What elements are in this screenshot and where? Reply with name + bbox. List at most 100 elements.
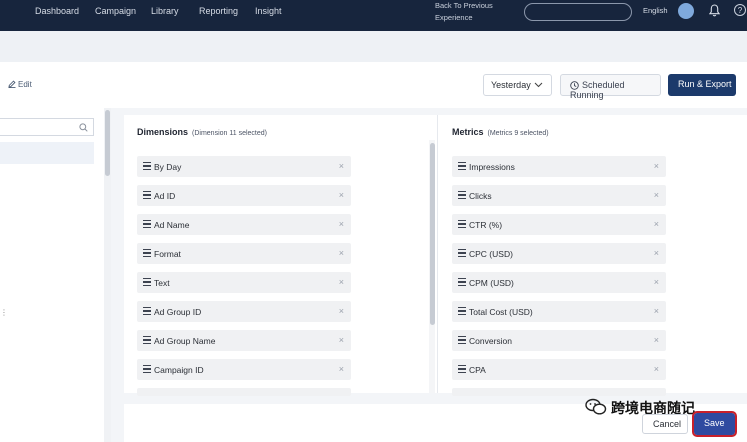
column-divider bbox=[437, 115, 438, 393]
global-search-input[interactable] bbox=[524, 3, 632, 21]
drag-handle-icon[interactable] bbox=[458, 249, 466, 258]
remove-icon[interactable]: × bbox=[338, 335, 344, 345]
back-to-previous-link[interactable]: Back To Previous Experience bbox=[435, 1, 493, 22]
avatar[interactable] bbox=[678, 3, 694, 19]
left-partial-icon: ⋮ bbox=[0, 308, 8, 317]
language-selector[interactable]: English bbox=[643, 6, 668, 15]
drag-handle-icon[interactable] bbox=[143, 191, 151, 200]
top-nav: Dashboard Campaign Library Reporting Ins… bbox=[0, 0, 747, 31]
drag-handle-icon[interactable] bbox=[143, 336, 151, 345]
dimension-chip[interactable]: By Day × bbox=[137, 156, 351, 177]
nav-reporting[interactable]: Reporting bbox=[199, 6, 239, 16]
drag-handle-icon[interactable] bbox=[143, 365, 151, 374]
dimension-scroll-thumb[interactable] bbox=[429, 143, 435, 325]
dimension-chip[interactable]: Ad Name × bbox=[137, 214, 351, 235]
metric-label: Impressions bbox=[469, 162, 515, 172]
dimension-chip[interactable]: Text × bbox=[137, 272, 351, 293]
run-export-button[interactable]: Run & Export bbox=[668, 74, 736, 96]
metric-label: CTR (%) bbox=[469, 220, 503, 230]
metric-chip[interactable]: Conversion × bbox=[452, 330, 666, 351]
drag-handle-icon[interactable] bbox=[458, 191, 466, 200]
remove-icon[interactable]: × bbox=[338, 364, 344, 374]
remove-icon[interactable]: × bbox=[653, 248, 659, 258]
dimension-label: Text bbox=[154, 278, 170, 288]
metric-chip[interactable]: CPC (USD) × bbox=[452, 243, 666, 264]
metric-chip[interactable]: Clicks × bbox=[452, 185, 666, 206]
date-range-select[interactable]: Yesterday bbox=[483, 74, 552, 96]
nav-insight[interactable]: Insight bbox=[255, 6, 282, 16]
left-scrollbar[interactable] bbox=[104, 108, 111, 442]
remove-icon[interactable]: × bbox=[653, 219, 659, 229]
dimension-chip[interactable]: Campaign ID × bbox=[137, 359, 351, 380]
metric-label: CPM (USD) bbox=[469, 278, 514, 288]
metrics-title: Metrics (Metrics 9 selected) bbox=[452, 127, 549, 137]
drag-handle-icon[interactable] bbox=[458, 162, 466, 171]
drag-handle-icon[interactable] bbox=[143, 162, 151, 171]
dimension-chip[interactable]: Ad Group ID × bbox=[137, 301, 351, 322]
dimension-chip[interactable]: Format × bbox=[137, 243, 351, 264]
save-button[interactable]: Save bbox=[692, 411, 737, 437]
chevron-down-icon bbox=[534, 82, 543, 88]
remove-icon[interactable]: × bbox=[338, 277, 344, 287]
remove-icon[interactable]: × bbox=[338, 306, 344, 316]
nav-library[interactable]: Library bbox=[151, 6, 179, 16]
watermark: 跨境电商随记 bbox=[585, 398, 695, 418]
remove-icon[interactable]: × bbox=[653, 335, 659, 345]
dimension-label: Format bbox=[154, 249, 181, 259]
cancel-button[interactable]: Cancel bbox=[642, 414, 688, 434]
dimension-label: Ad Name bbox=[154, 220, 190, 230]
metric-chip[interactable]: Total Cost (USD) × bbox=[452, 301, 666, 322]
edit-link[interactable]: Edit bbox=[8, 80, 32, 89]
drag-handle-icon[interactable] bbox=[143, 278, 151, 287]
metric-label: Conversion bbox=[469, 336, 512, 346]
drag-handle-icon[interactable] bbox=[458, 278, 466, 287]
drag-handle-icon[interactable] bbox=[143, 307, 151, 316]
drag-handle-icon[interactable] bbox=[458, 365, 466, 374]
remove-icon[interactable]: × bbox=[338, 219, 344, 229]
dimension-label: By Day bbox=[154, 162, 182, 172]
dimension-chip[interactable]: Ad Group Name × bbox=[137, 330, 351, 351]
remove-icon[interactable]: × bbox=[653, 364, 659, 374]
drag-handle-icon[interactable] bbox=[458, 336, 466, 345]
left-scroll-thumb[interactable] bbox=[105, 110, 110, 176]
remove-icon[interactable]: × bbox=[338, 248, 344, 258]
drag-handle-icon[interactable] bbox=[143, 220, 151, 229]
metric-chip[interactable]: CPA × bbox=[452, 359, 666, 380]
drag-handle-icon[interactable] bbox=[143, 249, 151, 258]
dimension-scrollbar[interactable] bbox=[429, 140, 435, 393]
drag-handle-icon[interactable] bbox=[458, 307, 466, 316]
remove-icon[interactable]: × bbox=[338, 190, 344, 200]
field-search-input[interactable] bbox=[0, 118, 94, 136]
remove-icon[interactable]: × bbox=[653, 277, 659, 287]
remove-icon[interactable]: × bbox=[653, 190, 659, 200]
metric-label: CPC (USD) bbox=[469, 249, 513, 259]
dimension-label: Ad Group Name bbox=[154, 336, 216, 346]
help-icon[interactable]: ? bbox=[734, 4, 746, 16]
nav-campaign[interactable]: Campaign bbox=[95, 6, 137, 16]
nav-dashboard[interactable]: Dashboard bbox=[35, 6, 80, 16]
dimension-chip[interactable]: Ad ID × bbox=[137, 185, 351, 206]
dimension-label: Campaign ID bbox=[154, 365, 204, 375]
sub-bar bbox=[0, 31, 747, 62]
search-icon bbox=[79, 123, 88, 132]
clock-icon bbox=[570, 81, 579, 90]
remove-icon[interactable]: × bbox=[653, 161, 659, 171]
scheduled-running-button[interactable]: Scheduled Running bbox=[560, 74, 661, 100]
remove-icon[interactable]: × bbox=[338, 161, 344, 171]
dimension-chip-partial bbox=[137, 388, 351, 396]
wechat-logo-icon bbox=[585, 398, 607, 415]
metric-chip-partial bbox=[452, 388, 666, 396]
drag-handle-icon[interactable] bbox=[458, 220, 466, 229]
metric-label: Clicks bbox=[469, 191, 492, 201]
metric-chip[interactable]: CPM (USD) × bbox=[452, 272, 666, 293]
dimensions-title: Dimensions (Dimension 11 selected) bbox=[137, 127, 267, 137]
dimension-label: Ad ID bbox=[154, 191, 176, 201]
metric-label: CPA bbox=[469, 365, 486, 375]
metric-chip[interactable]: CTR (%) × bbox=[452, 214, 666, 235]
metric-chip[interactable]: Impressions × bbox=[452, 156, 666, 177]
pencil-icon bbox=[8, 80, 16, 89]
metric-label: Total Cost (USD) bbox=[469, 307, 533, 317]
remove-icon[interactable]: × bbox=[653, 306, 659, 316]
bell-icon[interactable] bbox=[709, 4, 720, 17]
left-selected-item[interactable] bbox=[0, 142, 94, 164]
